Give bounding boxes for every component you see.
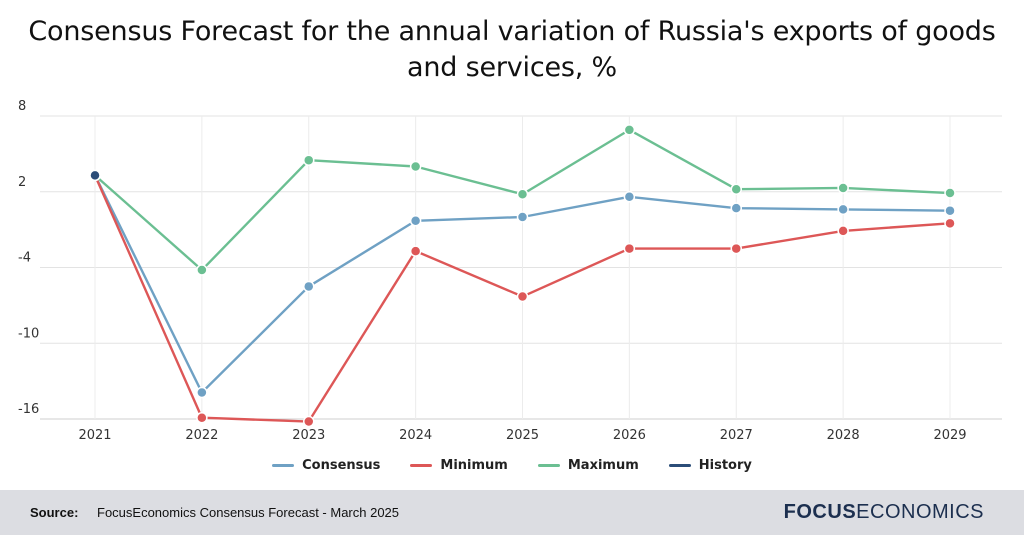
minimum-point[interactable]	[944, 217, 956, 230]
x-tick-label: 2023	[292, 428, 325, 443]
consensus-point[interactable]	[944, 204, 956, 217]
maximum-point[interactable]	[730, 183, 742, 195]
maximum-point[interactable]	[837, 182, 849, 194]
x-tick-label: 2029	[933, 428, 966, 443]
y-axis-ticks: 8 2 -4 -10 -16	[18, 99, 39, 417]
history-point[interactable]	[89, 169, 101, 182]
y-tick-label: -10	[18, 326, 39, 341]
x-tick-label: 2021	[78, 428, 111, 443]
brand-strong: FOCUS	[783, 501, 857, 523]
maximum-point[interactable]	[516, 188, 529, 201]
x-tick-label: 2024	[399, 428, 432, 443]
source-label: Source:	[30, 505, 79, 520]
y-tick-label: -16	[18, 402, 39, 417]
legend-label-consensus: Consensus	[302, 458, 381, 473]
minimum-point[interactable]	[196, 411, 208, 424]
minimum-point[interactable]	[730, 242, 742, 255]
consensus-point[interactable]	[516, 211, 529, 223]
y-tick-label: -4	[18, 251, 31, 266]
consensus-point[interactable]	[303, 280, 315, 293]
minimum-point[interactable]	[837, 225, 849, 237]
consensus-point[interactable]	[730, 202, 742, 214]
maximum-point[interactable]	[409, 160, 422, 173]
legend-label-history: History	[698, 458, 752, 473]
x-tick-label: 2025	[506, 428, 539, 443]
legend-item-consensus[interactable]: Consensus	[272, 458, 380, 473]
legend: Consensus Minimum Maximum History	[0, 458, 1024, 473]
y-tick-label: 8	[18, 99, 26, 114]
legend-swatch-maximum	[537, 464, 560, 467]
y-tick-label: 2	[18, 175, 26, 190]
x-tick-label: 2026	[613, 428, 646, 443]
minimum-point[interactable]	[303, 415, 315, 428]
legend-swatch-consensus	[272, 464, 295, 467]
x-tick-label: 2027	[720, 428, 753, 443]
consensus-point[interactable]	[623, 191, 636, 203]
legend-label-minimum: Minimum	[440, 458, 508, 473]
maximum-point[interactable]	[303, 154, 315, 166]
legend-item-maximum[interactable]: Maximum	[537, 458, 639, 473]
brand-logo: FOCUSECONOMICS	[784, 501, 984, 524]
brand-light: ECONOMICS	[856, 501, 984, 523]
legend-item-minimum[interactable]: Minimum	[410, 458, 508, 473]
series-points	[89, 124, 956, 428]
legend-item-history[interactable]: History	[668, 458, 752, 473]
source-text: FocusEconomics Consensus Forecast - Marc…	[97, 505, 400, 520]
minimum-point[interactable]	[623, 242, 636, 255]
footer: Source: FocusEconomics Consensus Forecas…	[0, 490, 1024, 535]
x-tick-label: 2022	[185, 428, 218, 443]
maximum-point[interactable]	[623, 124, 636, 136]
maximum-point[interactable]	[196, 264, 208, 276]
legend-label-maximum: Maximum	[567, 458, 639, 473]
x-axis-ticks: 2021 2022 2023 2024 2025 2026 2027 2028 2029	[78, 428, 966, 443]
x-tick-label: 2028	[827, 428, 860, 443]
chart-title: Consensus Forecast for the annual variat…	[28, 16, 996, 83]
maximum-point[interactable]	[944, 187, 956, 199]
legend-swatch-history	[668, 464, 691, 467]
minimum-point[interactable]	[516, 290, 529, 303]
consensus-point[interactable]	[409, 215, 422, 227]
gridlines	[40, 115, 1002, 420]
consensus-point[interactable]	[196, 386, 208, 399]
legend-swatch-minimum	[410, 464, 433, 467]
consensus-point[interactable]	[837, 203, 849, 216]
minimum-point[interactable]	[409, 245, 422, 257]
line-chart: 82-4-10-16 2021 2022 2023 2024 2025 2026 2027 2…	[18, 99, 1002, 443]
